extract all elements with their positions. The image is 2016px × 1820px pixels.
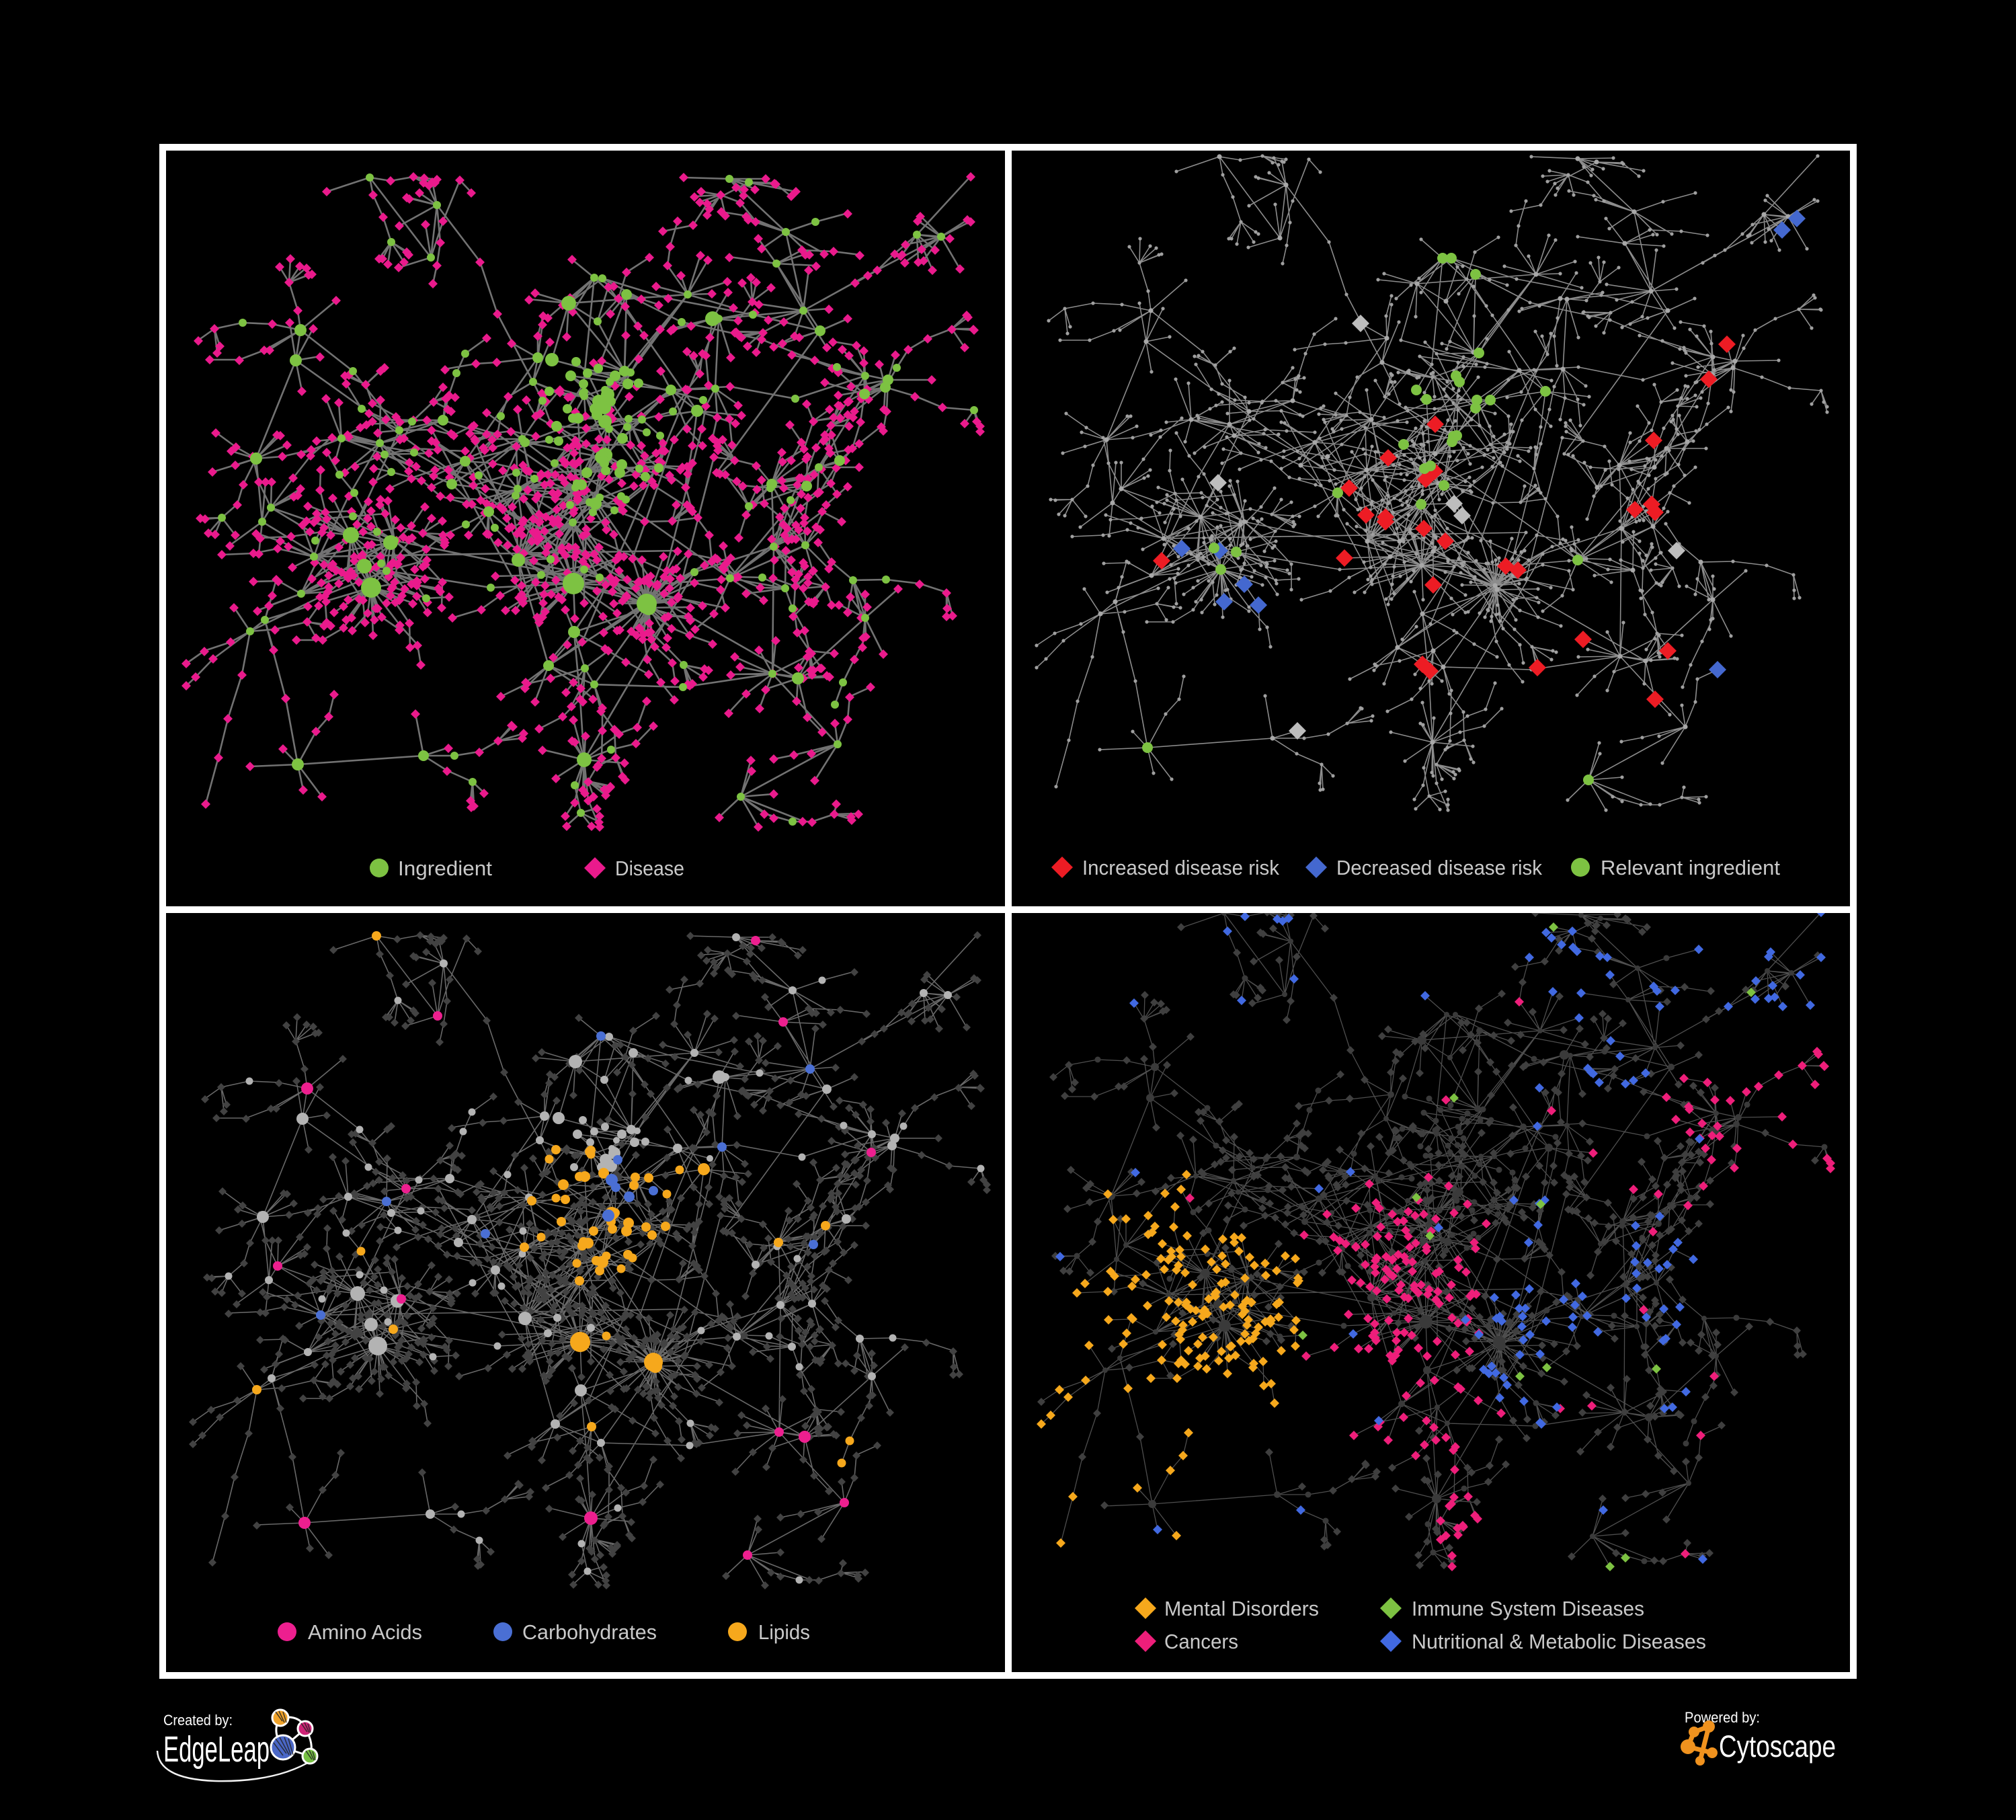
svg-text:Mental Disorders: Mental Disorders [1164,1597,1319,1620]
svg-text:Decreased disease risk: Decreased disease risk [1336,856,1542,879]
svg-text:Relevant ingredient: Relevant ingredient [1601,856,1780,879]
svg-text:Carbohydrates: Carbohydrates [522,1620,657,1644]
svg-text:Increased disease risk: Increased disease risk [1082,856,1279,879]
svg-text:Amino Acids: Amino Acids [308,1620,422,1644]
svg-text:Lipids: Lipids [758,1620,810,1644]
svg-text:Ingredient: Ingredient [398,857,492,880]
svg-text:Immune System Diseases: Immune System Diseases [1412,1597,1644,1620]
svg-text:Nutritional & Metabolic Diseas: Nutritional & Metabolic Diseases [1412,1630,1706,1653]
svg-text:Powered by:: Powered by: [1685,1709,1760,1726]
svg-text:Cancers: Cancers [1164,1630,1238,1653]
svg-text:Cytoscape: Cytoscape [1719,1729,1836,1764]
svg-text:Created by:: Created by: [163,1712,233,1729]
svg-text:EdgeLeap: EdgeLeap [163,1729,270,1770]
svg-text:Disease: Disease [615,857,684,880]
